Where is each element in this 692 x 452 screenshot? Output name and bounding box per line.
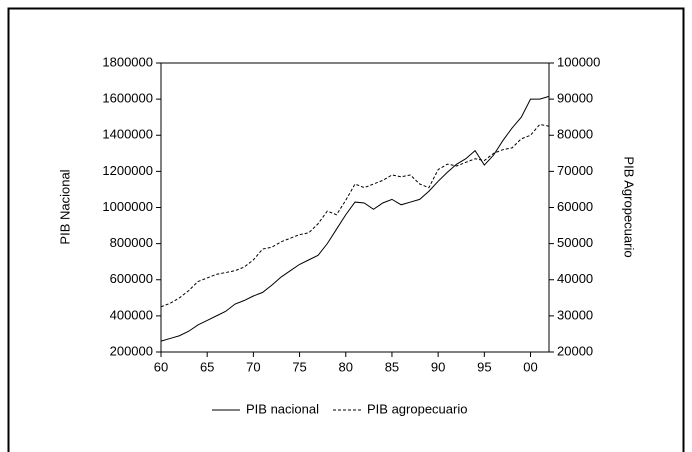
x-tick-label: 65: [200, 359, 214, 374]
legend-label: PIB agropecuario: [367, 401, 467, 416]
y-tick-label: 1200000: [102, 163, 153, 178]
y-tick-label: 1800000: [102, 54, 153, 69]
x-tick-label: 70: [246, 359, 260, 374]
y2-tick-label: 100000: [557, 54, 600, 69]
x-tick-label: 00: [523, 359, 537, 374]
frame: [7, 7, 685, 452]
x-tick-label: 75: [292, 359, 306, 374]
x-tick-label: 85: [385, 359, 399, 374]
y2-tick-label: 70000: [557, 163, 593, 178]
y-tick-label: 600000: [110, 271, 153, 286]
y-tick-label: 1400000: [102, 127, 153, 142]
plot-area: [160, 62, 550, 353]
x-tick-label: 60: [154, 359, 168, 374]
y-axis-label: PIB Nacional: [57, 169, 72, 244]
y2-axis-label: PIB Agropecuario: [622, 156, 637, 257]
y2-tick-label: 90000: [557, 91, 593, 106]
y2-tick-label: 20000: [557, 343, 593, 358]
y2-tick-label: 80000: [557, 127, 593, 142]
series-line: [160, 95, 550, 342]
x-tick-label: 80: [339, 359, 353, 374]
series-line: [160, 123, 550, 308]
y-tick-label: 200000: [110, 343, 153, 358]
y-tick-label: 400000: [110, 307, 153, 322]
x-tick-label: 95: [477, 359, 491, 374]
y2-tick-label: 60000: [557, 199, 593, 214]
y-tick-label: 1600000: [102, 91, 153, 106]
x-tick-label: 90: [431, 359, 445, 374]
legend-label: PIB nacional: [246, 401, 319, 416]
y2-tick-label: 50000: [557, 235, 593, 250]
y-tick-label: 1000000: [102, 199, 153, 214]
y2-tick-label: 30000: [557, 307, 593, 322]
y2-tick-label: 40000: [557, 271, 593, 286]
y-tick-label: 800000: [110, 235, 153, 250]
